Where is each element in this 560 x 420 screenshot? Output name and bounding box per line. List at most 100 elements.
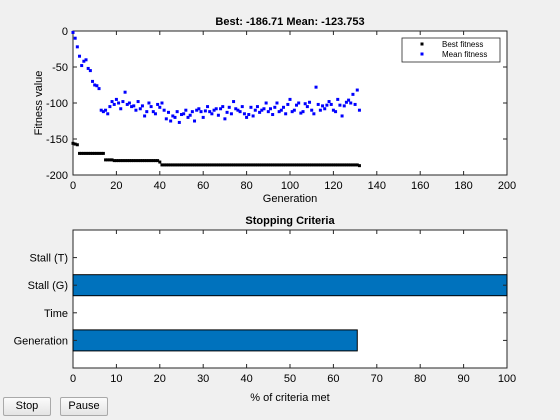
mean-fitness-point [184,108,188,112]
best-fitness-point [314,163,318,167]
best-fitness-point [112,159,116,163]
mean-fitness-point [119,107,123,111]
mean-fitness-point [171,114,175,118]
best-fitness-series [71,141,361,168]
mean-fitness-point [334,110,338,114]
mean-fitness-point [238,110,242,114]
mean-fitness-point [355,88,359,92]
best-fitness-point [234,163,238,167]
mean-fitness-point [190,110,194,114]
best-fitness-point [297,163,301,167]
best-fitness-point [223,163,227,167]
mean-fitness-point [314,85,318,89]
mean-fitness-point [227,105,231,109]
best-fitness-point [88,151,92,155]
mean-fitness-point [203,109,207,113]
best-fitness-point [95,151,99,155]
mean-fitness-point [134,108,138,112]
mean-fitness-point [117,101,121,105]
mean-fitness-point [277,110,281,114]
fitness-plot: Best: -186.71 Mean: -123.753 0 20 40 60 80 10… [33,16,516,205]
pause-button[interactable]: Pause [60,397,108,416]
best-fitness-point [321,163,325,167]
mean-fitness-point [71,30,75,34]
best-fitness-point [318,163,322,167]
best-fitness-point [279,163,283,167]
mean-fitness-point [212,108,216,112]
mean-fitness-point [329,102,333,106]
best-fitness-point [206,163,210,167]
best-fitness-point [281,163,285,167]
stopping-criteria-xlabel: % of criteria met [250,392,329,404]
x-tick-label: 30 [197,373,209,385]
best-fitness-point [136,159,140,163]
x-tick-label: 20 [154,373,166,385]
mean-fitness-point [225,110,229,114]
mean-fitness-point [290,110,294,114]
best-fitness-point [347,163,351,167]
best-fitness-point [334,163,338,167]
best-fitness-point [123,159,127,163]
best-fitness-point [86,151,90,155]
mean-fitness-point [264,101,268,105]
mean-fitness-point [219,107,223,111]
mean-fitness-point [338,103,342,107]
best-fitness-point [214,163,218,167]
mean-fitness-point [206,105,210,109]
best-fitness-point [121,159,125,163]
best-fitness-point [310,163,314,167]
mean-fitness-point [316,102,320,106]
mean-fitness-point [266,110,270,114]
best-fitness-point [264,163,268,167]
mean-fitness-point [223,117,227,121]
mean-fitness-point [101,110,105,114]
mean-fitness-point [75,45,79,49]
best-fitness-point [117,159,121,163]
mean-fitness-point [169,119,173,123]
best-fitness-point [201,163,205,167]
mean-fitness-point [188,113,192,117]
best-fitness-point [199,163,203,167]
mean-fitness-point [234,107,238,111]
best-fitness-point [262,163,266,167]
legend-mean-marker [420,52,424,56]
y-tick-label: -200 [46,170,68,182]
stopping-criteria-plot: Stopping Criteria Generation Time Stall (G… [14,215,517,404]
best-fitness-point [188,163,192,167]
best-fitness-point [216,163,220,167]
best-fitness-point [219,163,223,167]
mean-fitness-point [91,79,95,83]
mean-fitness-point [164,117,168,121]
fitness-legend: Best fitness Mean fitness [401,37,501,63]
best-fitness-point [177,163,181,167]
mean-fitness-point [201,115,205,119]
mean-fitness-point [297,101,301,105]
mean-fitness-point [236,108,240,112]
best-fitness-point [232,163,236,167]
mean-fitness-point [156,102,160,106]
mean-fitness-point [260,108,264,112]
best-fitness-point [301,163,305,167]
best-fitness-point [134,159,138,163]
mean-fitness-point [73,36,77,40]
x-tick-label: 200 [498,180,516,192]
mean-fitness-point [210,112,214,116]
mean-fitness-point [180,113,183,117]
mean-fitness-point [301,110,305,114]
mean-fitness-point [132,104,136,108]
stop-button[interactable]: Stop [3,397,51,416]
best-fitness-point [158,160,162,164]
x-tick-label: 20 [110,180,122,192]
best-fitness-point [101,151,105,155]
best-fitness-point [303,163,307,167]
best-fitness-point [329,163,333,167]
mean-fitness-point [123,90,127,94]
mean-fitness-point [95,84,99,88]
mean-fitness-point [271,113,275,117]
best-fitness-point [180,163,183,167]
mean-fitness-point [342,104,346,108]
best-fitness-point [344,163,348,167]
best-fitness-point [260,163,264,167]
best-fitness-point [130,159,134,163]
best-fitness-point [258,163,262,167]
